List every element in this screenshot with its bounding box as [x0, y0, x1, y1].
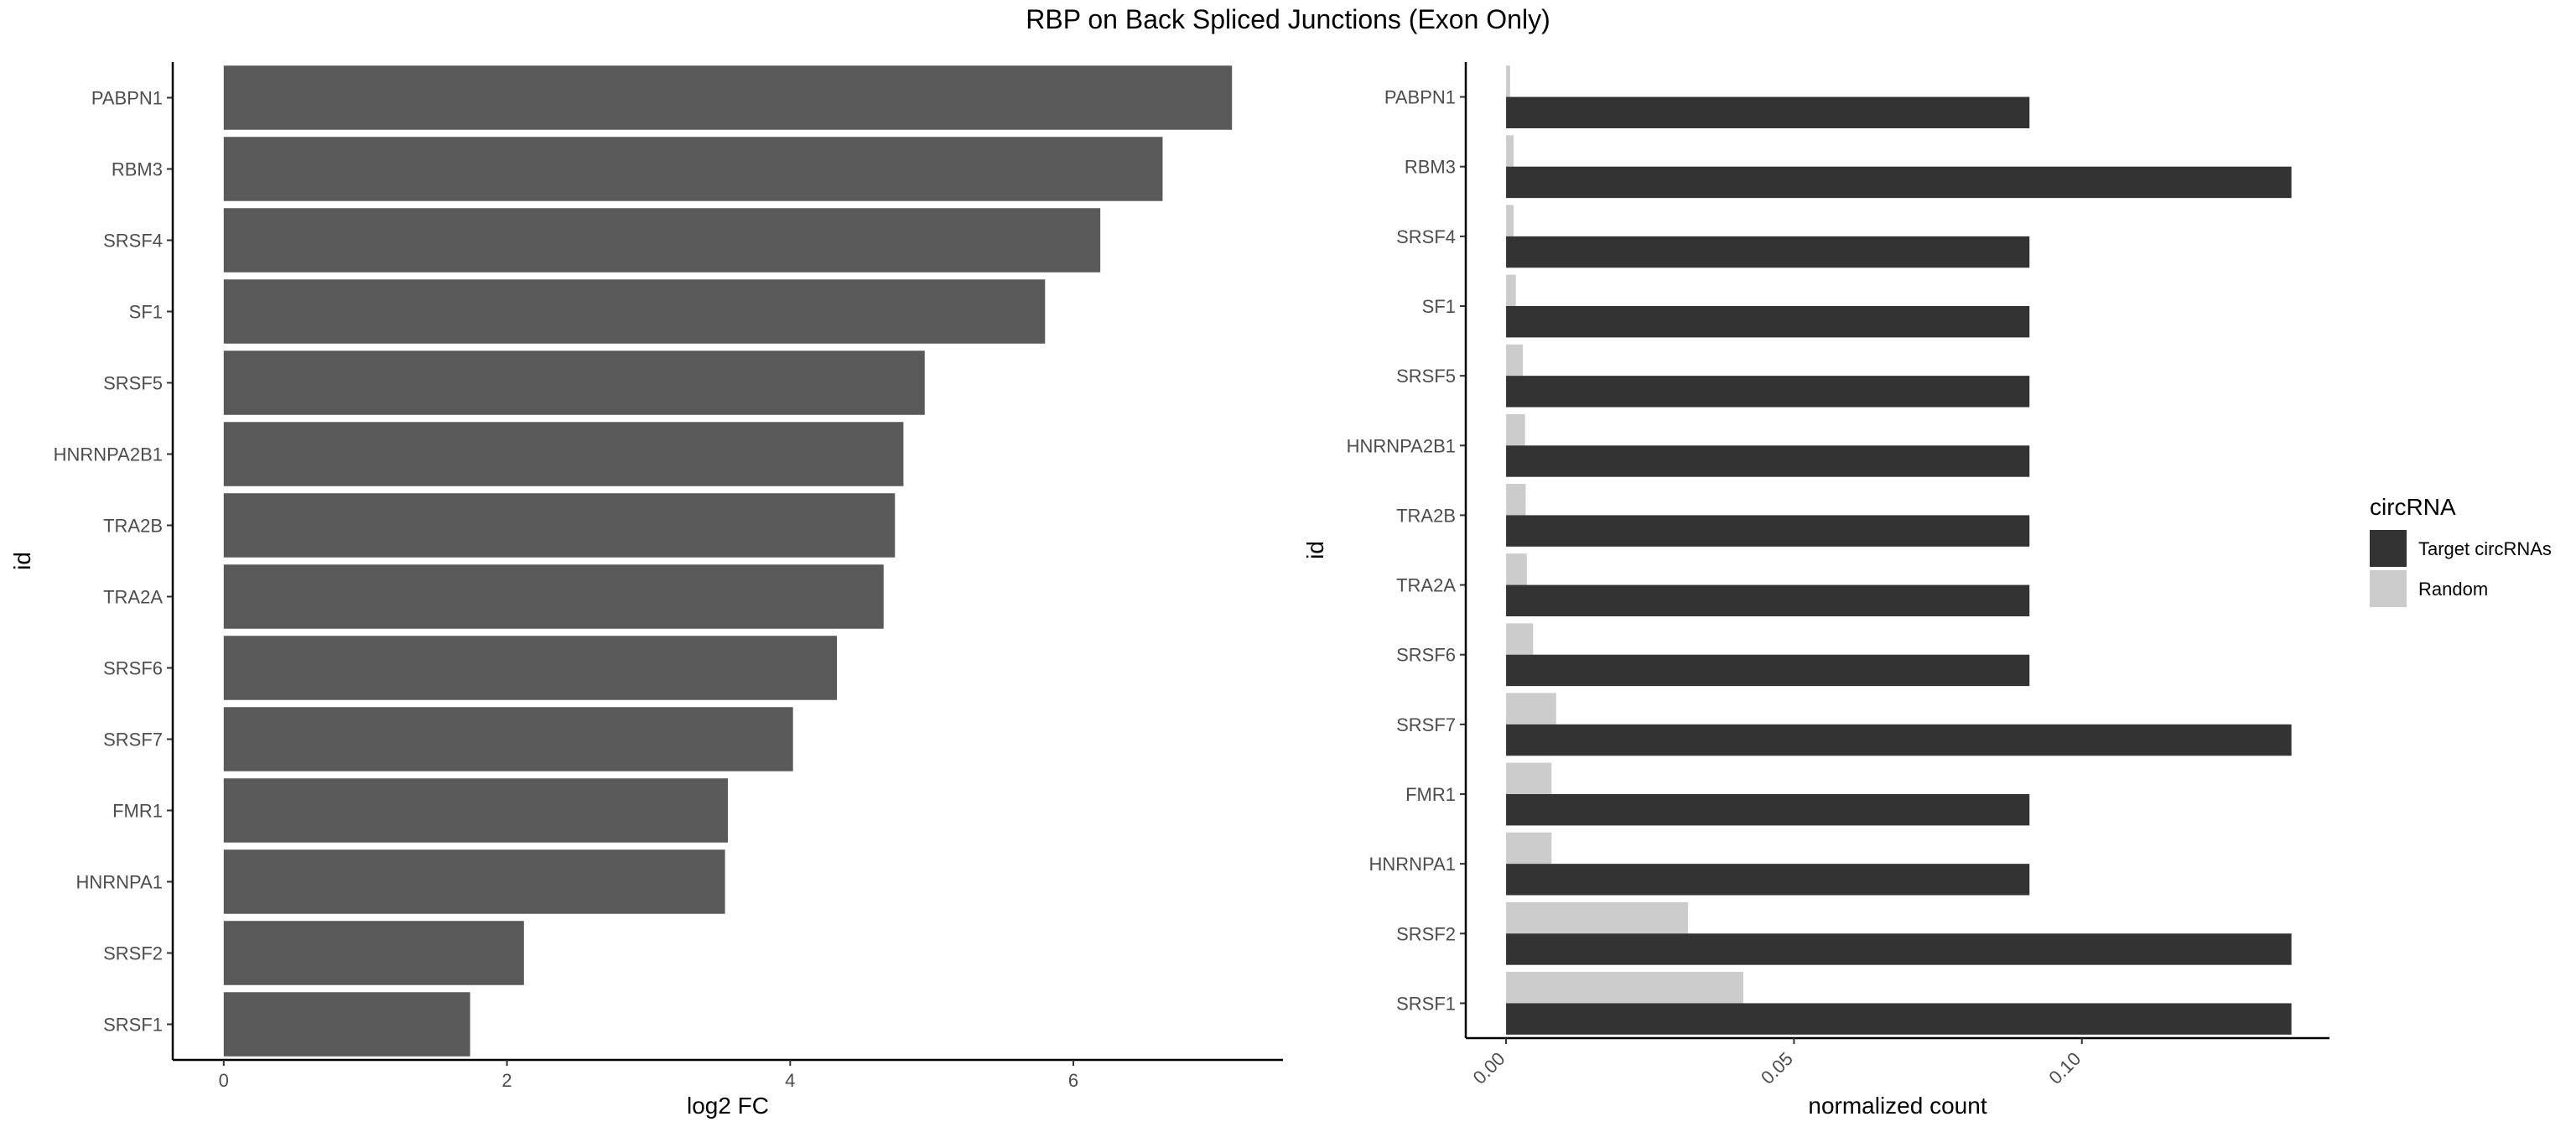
y-tick-label: SRSF2 [1396, 923, 1456, 944]
bar-hnrnpa2b1 [223, 422, 904, 486]
y-tick-label: HNRNPA1 [75, 872, 163, 893]
x-tick-label: 2 [501, 1070, 512, 1091]
bar-random-srsf1 [1506, 972, 1743, 1004]
y-axis-title: id [9, 552, 35, 570]
y-axis-title: id [1302, 541, 1328, 559]
bar-srsf4 [223, 208, 1101, 273]
y-tick-label: SRSF7 [103, 730, 163, 750]
y-tick-label: SRSF5 [103, 373, 163, 394]
bar-target-pabpn1 [1506, 96, 2030, 128]
bar-hnrnpa1 [223, 849, 725, 914]
bar-target-sf1 [1506, 306, 2030, 338]
y-tick-label: FMR1 [1405, 784, 1456, 805]
bar-random-pabpn1 [1506, 65, 1510, 97]
bar-srsf7 [223, 707, 793, 771]
y-tick-label: TRA2A [1396, 575, 1456, 596]
bar-random-hnrnpa1 [1506, 832, 1552, 865]
bar-target-hnrnpa1 [1506, 864, 2030, 896]
y-tick-label: SRSF4 [103, 231, 163, 252]
y-tick-label: TRA2B [1396, 505, 1456, 526]
y-tick-label: SRSF4 [1396, 226, 1456, 247]
y-tick-label: RBM3 [112, 159, 163, 180]
y-tick-label: FMR1 [112, 801, 163, 822]
bar-fmr1 [223, 778, 729, 843]
bar-srsf6 [223, 636, 838, 700]
bar-random-srsf7 [1506, 693, 1556, 724]
y-tick-label: RBM3 [1405, 157, 1456, 178]
bar-random-sf1 [1506, 274, 1516, 306]
bar-target-tra2b [1506, 515, 2030, 547]
bar-tra2b [223, 493, 896, 558]
x-axis-title: log2 FC [687, 1093, 769, 1119]
bar-sf1 [223, 279, 1046, 344]
bar-tra2a [223, 564, 884, 629]
bar-target-tra2a [1506, 584, 2030, 616]
x-tick-label: 4 [785, 1070, 795, 1091]
bar-srsf1 [223, 992, 470, 1057]
chart-title: RBP on Back Spliced Junctions (Exon Only… [1026, 4, 1550, 34]
x-tick-label: 0.00 [1469, 1048, 1509, 1088]
legend-label: Target circRNAs [2418, 538, 2552, 559]
legend-key-1 [2370, 570, 2407, 607]
bar-pabpn1 [223, 65, 1233, 130]
bar-target-hnrnpa2b1 [1506, 445, 2030, 477]
y-tick-label: SF1 [129, 302, 163, 323]
y-tick-label: SRSF1 [103, 1015, 163, 1036]
bar-random-tra2b [1506, 484, 1526, 516]
y-tick-label: SRSF6 [103, 658, 163, 679]
x-axis-title: normalized count [1808, 1093, 1987, 1119]
bar-target-srsf6 [1506, 654, 2030, 687]
y-tick-label: HNRNPA1 [1368, 854, 1456, 875]
bar-target-rbm3 [1506, 166, 2292, 199]
legend-label: Random [2418, 579, 2488, 600]
bar-random-hnrnpa2b1 [1506, 413, 1525, 446]
y-tick-label: SF1 [1422, 296, 1456, 317]
bar-srsf2 [223, 921, 524, 985]
y-tick-label: TRA2B [103, 516, 163, 537]
bar-random-srsf5 [1506, 344, 1523, 377]
bar-rbm3 [223, 137, 1163, 201]
bar-random-tra2a [1506, 553, 1527, 585]
legend-title: circRNA [2370, 494, 2456, 520]
bar-random-srsf6 [1506, 623, 1534, 655]
y-tick-label: TRA2A [103, 587, 163, 608]
bar-srsf5 [223, 351, 925, 415]
bar-random-rbm3 [1506, 135, 1514, 167]
bar-random-srsf2 [1506, 901, 1689, 934]
x-tick-label: 0.10 [2044, 1048, 2085, 1088]
y-tick-label: SRSF6 [1396, 645, 1456, 666]
bar-target-srsf4 [1506, 236, 2030, 268]
bar-target-srsf7 [1506, 724, 2292, 756]
y-tick-label: SRSF5 [1396, 366, 1456, 387]
y-tick-label: HNRNPA2B1 [1347, 435, 1456, 456]
y-tick-label: SRSF7 [1396, 714, 1456, 735]
x-tick-label: 0 [219, 1070, 229, 1091]
bar-target-srsf2 [1506, 933, 2292, 965]
bar-random-fmr1 [1506, 762, 1552, 794]
bar-target-srsf5 [1506, 376, 2030, 408]
bar-target-srsf1 [1506, 1003, 2292, 1035]
x-tick-label: 0.05 [1757, 1048, 1797, 1088]
bar-random-srsf4 [1506, 205, 1514, 236]
legend-key-0 [2370, 530, 2407, 567]
x-tick-label: 6 [1068, 1070, 1078, 1091]
y-tick-label: HNRNPA2B1 [54, 444, 163, 465]
y-tick-label: PABPN1 [1384, 87, 1456, 108]
y-tick-label: SRSF2 [103, 943, 163, 964]
bar-target-fmr1 [1506, 794, 2030, 826]
y-tick-label: PABPN1 [91, 88, 163, 109]
y-tick-label: SRSF1 [1396, 993, 1456, 1014]
